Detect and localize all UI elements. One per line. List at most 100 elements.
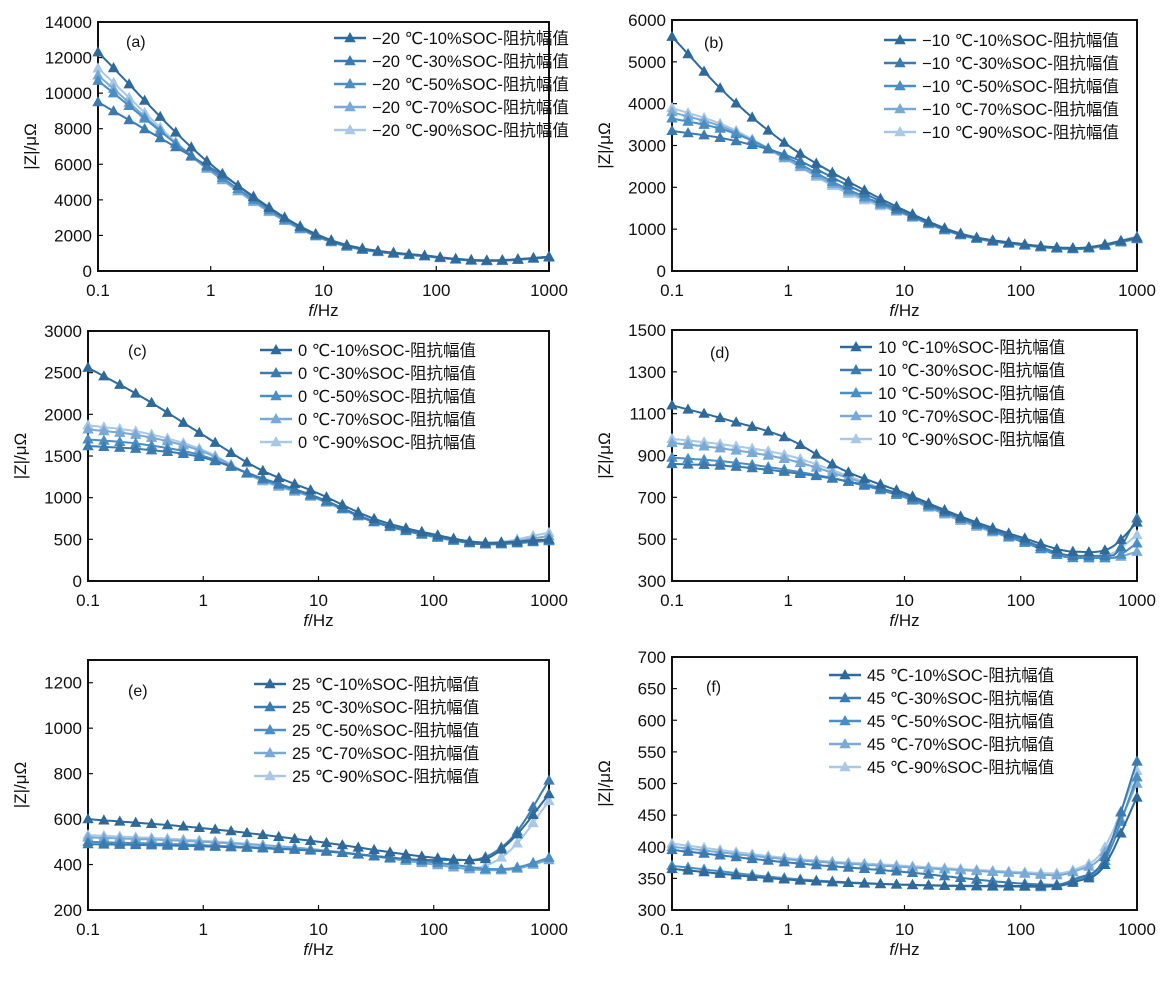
data-point-marker <box>138 94 151 105</box>
data-point-marker <box>543 851 555 862</box>
x-tick-label: 1000 <box>1118 281 1156 300</box>
y-tick-label: 650 <box>638 680 666 699</box>
data-point-marker <box>970 873 983 884</box>
legend-marker <box>344 124 356 135</box>
data-point-marker <box>890 484 903 495</box>
data-point-marker <box>145 839 158 850</box>
y-tick-label: 6000 <box>628 11 666 30</box>
x-tick-label: 0.1 <box>660 281 684 300</box>
x-axis-label: f/Hz <box>308 301 338 320</box>
legend-marker <box>344 55 356 66</box>
x-tick-label: 10 <box>895 281 914 300</box>
x-axis-label: f/Hz <box>303 940 333 959</box>
data-point-marker <box>970 231 983 242</box>
data-point-marker <box>682 403 694 414</box>
data-point-marker <box>986 234 999 245</box>
y-tick-label: 1000 <box>628 220 666 239</box>
data-point-marker <box>98 838 110 849</box>
data-point-marker <box>826 860 839 871</box>
x-axis-label: f/Hz <box>889 301 919 320</box>
data-point-marker <box>352 506 364 517</box>
data-point-marker <box>241 826 253 838</box>
data-point-marker <box>714 411 726 423</box>
y-tick-label: 1500 <box>44 447 82 466</box>
data-point-marker <box>304 484 317 495</box>
data-point-marker <box>810 163 823 174</box>
data-point-marker <box>543 788 555 799</box>
data-point-marker <box>1019 867 1031 878</box>
data-point-marker <box>320 845 333 856</box>
x-tick-label: 100 <box>1007 591 1035 610</box>
data-point-marker <box>778 148 790 159</box>
data-point-marker <box>906 490 919 501</box>
data-point-marker <box>1035 240 1047 251</box>
data-point-marker <box>387 246 400 257</box>
data-point-marker <box>161 435 174 446</box>
data-point-marker <box>1131 516 1143 527</box>
legend-entry: 45 ℃-50%SOC-阻抗幅值 <box>867 712 1054 731</box>
data-point-marker <box>418 249 431 260</box>
data-point-marker <box>495 536 508 547</box>
data-point-marker <box>1099 858 1111 870</box>
data-point-marker <box>1099 544 1111 555</box>
data-point-marker <box>954 227 967 238</box>
y-tick-label: 14000 <box>45 13 92 32</box>
x-tick-label: 100 <box>420 920 448 939</box>
y-tick-label: 4000 <box>54 191 92 210</box>
data-point-marker <box>177 820 190 831</box>
data-point-marker <box>1099 549 1111 561</box>
legend-entry: 45 ℃-90%SOC-阻抗幅值 <box>867 758 1054 777</box>
data-point-marker <box>698 866 710 877</box>
data-point-marker <box>416 525 428 537</box>
data-point-marker <box>810 859 823 870</box>
data-point-marker <box>527 808 539 819</box>
x-tick-label: 0.1 <box>660 591 684 610</box>
data-point-marker <box>762 872 774 883</box>
data-point-marker <box>794 874 806 885</box>
data-point-marker <box>496 254 509 265</box>
y-tick-label: 1000 <box>44 719 82 738</box>
data-point-marker <box>1083 860 1095 871</box>
legend-marker <box>839 738 851 749</box>
chart-panel-f: 300 350 400 450 500 550 600 650 700 0.1 1 10 100 1000… <box>595 648 1156 959</box>
y-tick-label: 8000 <box>54 120 92 139</box>
data-point-marker <box>320 836 333 848</box>
data-point-marker <box>356 242 369 253</box>
y-tick-label: 10000 <box>45 84 92 103</box>
y-tick-label: 1200 <box>44 674 82 693</box>
y-tick-label: 1300 <box>628 363 666 382</box>
data-point-marker <box>778 452 790 463</box>
data-point-marker <box>241 466 253 477</box>
y-tick-label: 400 <box>638 838 666 857</box>
data-point-marker <box>107 62 120 73</box>
series-line <box>87 445 550 546</box>
legend-entry: −10 ℃-70%SOC-阻抗幅值 <box>922 100 1119 119</box>
x-axis-label-unit: /Hz <box>894 940 920 959</box>
series-2 <box>666 124 1143 253</box>
data-point-marker <box>730 97 742 108</box>
x-tick-label: 100 <box>1007 920 1035 939</box>
data-point-marker <box>906 861 919 872</box>
data-point-marker <box>890 865 903 876</box>
data-point-marker <box>970 879 983 891</box>
data-point-marker <box>1115 827 1127 838</box>
legend-marker <box>850 364 862 375</box>
legend: 10 ℃-10%SOC-阻抗幅值 10 ℃-30%SOC-阻抗幅值 10 ℃-50%… <box>840 338 1065 449</box>
data-point-marker <box>209 840 221 851</box>
data-point-marker <box>698 440 710 451</box>
data-point-marker <box>185 150 198 161</box>
x-tick-label: 1 <box>784 591 793 610</box>
data-point-marker <box>794 155 806 166</box>
x-tick-label: 10 <box>309 591 328 610</box>
data-point-marker <box>778 856 790 867</box>
data-point-marker <box>1131 771 1143 782</box>
data-point-marker <box>107 87 120 98</box>
data-point-marker <box>778 431 790 442</box>
data-point-marker <box>842 175 855 186</box>
data-point-marker <box>666 106 678 117</box>
data-point-marker <box>1083 241 1095 252</box>
data-point-marker <box>352 841 364 852</box>
data-point-marker <box>730 416 742 427</box>
legend-marker <box>264 678 276 689</box>
data-point-marker <box>922 868 935 879</box>
